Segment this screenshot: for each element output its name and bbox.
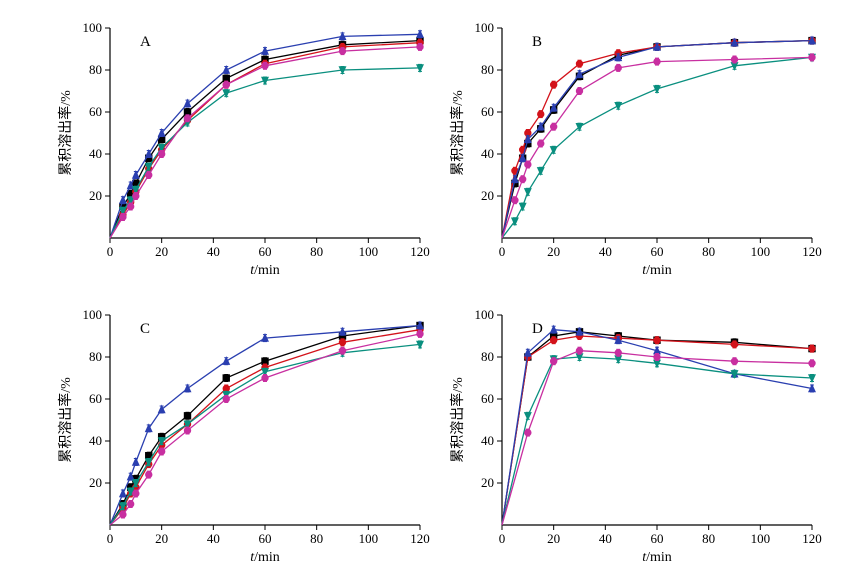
x-tick-label: 80 [702,531,715,546]
x-tick-label: 100 [751,244,771,259]
x-tick-label: 120 [410,531,430,546]
x-tick-label: 0 [499,244,506,259]
y-tick-label: 20 [481,475,494,490]
panel-label-C: C [140,321,150,337]
y-tick-label: 40 [89,433,102,448]
x-axis-label: t/min [642,550,672,565]
x-tick-label: 100 [751,531,771,546]
x-tick-label: 40 [599,531,612,546]
x-tick-label: 40 [207,531,220,546]
y-tick-label: 20 [481,188,494,203]
y-tick-label: 80 [481,62,494,77]
panel-D: 0 20 40 60 80 100 120 20 40 60 80 100 Dt/min 累积溶出率/% [440,305,825,565]
y-tick-label: 60 [481,104,494,119]
y-tick-label: 60 [481,391,494,406]
x-tick-label: 0 [107,531,114,546]
x-tick-label: 60 [651,531,664,546]
panel-A: 0 20 40 60 80 100 120 20 40 60 80 100 At/min 累积溶出率/% [48,18,433,278]
x-tick-label: 100 [359,531,379,546]
y-tick-label: 80 [89,62,102,77]
figure-root: 02040608010012020406080100At/min累积溶出率/%0… [0,0,856,585]
y-tick-label: 40 [481,146,494,161]
y-tick-label: 60 [89,391,102,406]
y-axis-label: 累积溶出率/% [57,377,74,463]
x-tick-label: 20 [155,244,168,259]
panel-label-A: A [140,34,151,50]
x-axis-label: t/min [642,263,672,278]
panel-label-D: D [532,321,543,337]
x-tick-label: 40 [207,244,220,259]
y-tick-label: 80 [89,349,102,364]
y-tick-label: 60 [89,104,102,119]
x-tick-label: 20 [155,531,168,546]
x-tick-label: 20 [547,244,560,259]
panel-C: 0 20 40 60 80 100 120 20 40 60 80 100 Ct/min 累积溶出率/% [48,305,433,565]
x-tick-label: 0 [107,244,114,259]
x-tick-label: 80 [310,531,323,546]
y-tick-label: 100 [83,20,103,35]
x-axis-label: t/min [250,263,280,278]
y-axis-label: 累积溶出率/% [57,90,74,176]
x-tick-label: 80 [310,244,323,259]
x-tick-label: 60 [651,244,664,259]
x-tick-label: 60 [259,531,272,546]
y-tick-label: 100 [83,307,103,322]
x-tick-label: 20 [547,531,560,546]
y-tick-label: 40 [89,146,102,161]
x-tick-label: 80 [702,244,715,259]
y-tick-label: 40 [481,433,494,448]
y-axis-label: 累积溶出率/% [449,90,466,176]
x-axis-label: t/min [250,550,280,565]
panel-label-B: B [532,34,542,50]
y-tick-label: 80 [481,349,494,364]
y-tick-label: 20 [89,475,102,490]
panel-B: 0 20 40 60 80 100 120 20 40 60 80 100 Bt/min 累积溶出率/% [440,18,825,278]
x-tick-label: 60 [259,244,272,259]
y-tick-label: 100 [475,20,495,35]
x-tick-label: 0 [499,531,506,546]
x-tick-label: 120 [410,244,430,259]
x-tick-label: 120 [802,244,822,259]
y-tick-label: 100 [475,307,495,322]
x-tick-label: 120 [802,531,822,546]
x-tick-label: 100 [359,244,379,259]
x-tick-label: 40 [599,244,612,259]
y-tick-label: 20 [89,188,102,203]
y-axis-label: 累积溶出率/% [449,377,466,463]
